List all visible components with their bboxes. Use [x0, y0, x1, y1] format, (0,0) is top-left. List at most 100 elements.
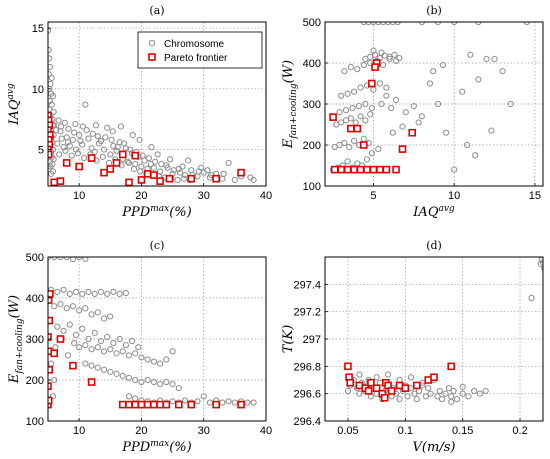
chromosome-point — [336, 109, 343, 116]
chromosome-point — [109, 128, 116, 135]
y-tick-label: 100 — [303, 181, 321, 193]
chromosome-point — [413, 396, 420, 403]
chromosome-point — [482, 387, 489, 395]
pareto-point — [62, 159, 71, 167]
chromosome-point — [69, 136, 77, 143]
pareto-point — [69, 361, 77, 370]
chromosome-point — [206, 399, 214, 406]
chromosome-point — [125, 159, 133, 167]
chromosome-point — [130, 165, 138, 173]
chromosome-point — [373, 374, 380, 381]
chromosome-point — [158, 161, 165, 168]
legend: Chromosome Pareto frontier — [137, 31, 263, 69]
chromosome-point — [48, 97, 53, 105]
chromosome-point — [88, 145, 95, 152]
chromosome-point — [471, 387, 478, 395]
chromosome-point — [76, 131, 83, 139]
chromosome-point — [164, 164, 171, 171]
y-tick-label: 10 — [32, 84, 44, 96]
y-tick-label: 296.8 — [293, 361, 321, 373]
chromosome-point — [385, 371, 392, 378]
chromosome-point — [360, 61, 367, 69]
chromosome-point — [247, 174, 254, 181]
y-tick-label: 400 — [303, 58, 321, 70]
pareto-point — [212, 174, 220, 183]
y-axis-label: Efan+cooling(W) — [281, 60, 299, 149]
chromosome-point — [72, 288, 80, 295]
pareto-point — [48, 290, 54, 298]
chromosome-point — [64, 139, 72, 146]
pareto-point — [175, 400, 183, 409]
chart-panel-c: 10 20 30 40 100 200 300 400 500 (c) PPDmax(%) Efan+… — [7, 239, 272, 455]
panel-label: (d) — [426, 239, 442, 252]
chromosome-point — [448, 393, 455, 400]
y-tick-label: 500 — [303, 17, 321, 29]
chromosome-point — [375, 22, 382, 26]
chromosome-point — [392, 96, 400, 104]
chromosome-point — [356, 390, 363, 397]
chromosome-point — [83, 127, 90, 134]
pareto-point — [118, 150, 127, 159]
chromosome-point — [434, 100, 442, 108]
pareto-point — [353, 124, 362, 133]
chromosome-point — [507, 100, 514, 108]
chromosome-point — [375, 146, 382, 153]
legend-chromosome-label: Chromosome — [164, 39, 224, 50]
x-tick-label: 10 — [73, 190, 85, 202]
chromosome-point — [49, 93, 57, 100]
chromosome-point — [150, 358, 157, 365]
chromosome-point — [79, 123, 86, 130]
y-tick-label: 297 — [303, 334, 321, 346]
chromosome-point — [66, 142, 73, 150]
chromosome-point — [54, 140, 61, 147]
chromosome-point — [389, 22, 396, 26]
chromosome-point — [179, 163, 186, 170]
chromosome-point — [150, 378, 157, 386]
chromosome-point — [352, 119, 359, 126]
chromosome-point — [244, 399, 251, 406]
pareto-point — [48, 333, 52, 341]
panel-label: (a) — [149, 4, 164, 17]
pareto-point — [347, 124, 355, 133]
y-tick-label: 297.4 — [293, 279, 321, 291]
chromosome-point — [418, 22, 425, 26]
chromosome-point — [344, 90, 351, 97]
chromosome-point — [426, 80, 434, 87]
chromosome-point — [475, 22, 482, 26]
chromosome-point — [459, 390, 466, 397]
data-points — [48, 257, 257, 409]
chromosome-point — [194, 398, 201, 405]
chromosome-point — [344, 387, 352, 395]
chromosome-point — [220, 170, 227, 177]
chromosome-point — [76, 344, 83, 351]
chromosome-point — [122, 342, 129, 349]
y-tick-label: 5 — [38, 145, 44, 157]
x-axis-label: V(m/s) — [413, 440, 456, 455]
chromosome-point — [376, 80, 384, 87]
chromosome-point — [124, 158, 131, 165]
pareto-point — [346, 378, 355, 387]
chromosome-point — [79, 325, 86, 332]
chromosome-point — [107, 151, 114, 158]
chromosome-point — [57, 123, 65, 130]
chromosome-point — [383, 92, 390, 99]
chromosome-point — [95, 140, 103, 147]
chromosome-point — [523, 22, 530, 26]
chromosome-point — [442, 390, 449, 397]
chromosome-point — [71, 340, 78, 347]
chromosome-point — [371, 51, 379, 58]
pareto-point — [356, 165, 365, 174]
chromosome-point — [476, 390, 483, 397]
pareto-point — [143, 400, 152, 409]
chromosome-point — [181, 397, 189, 404]
chromosome-point — [528, 294, 535, 302]
chromosome-point — [367, 111, 374, 118]
chart-panel-a: 10 20 30 40 5 10 15 (a) PPDmax(%) IAQavg Chromosom… — [6, 4, 272, 220]
x-tick-label: 5 — [370, 190, 376, 202]
x-axis-label: PPDmax(%) — [121, 204, 191, 220]
pareto-point — [401, 384, 410, 393]
chromosome-point — [48, 46, 52, 54]
chromosome-point — [51, 376, 58, 384]
chromosome-point — [152, 158, 159, 165]
chromosome-point — [472, 152, 479, 159]
